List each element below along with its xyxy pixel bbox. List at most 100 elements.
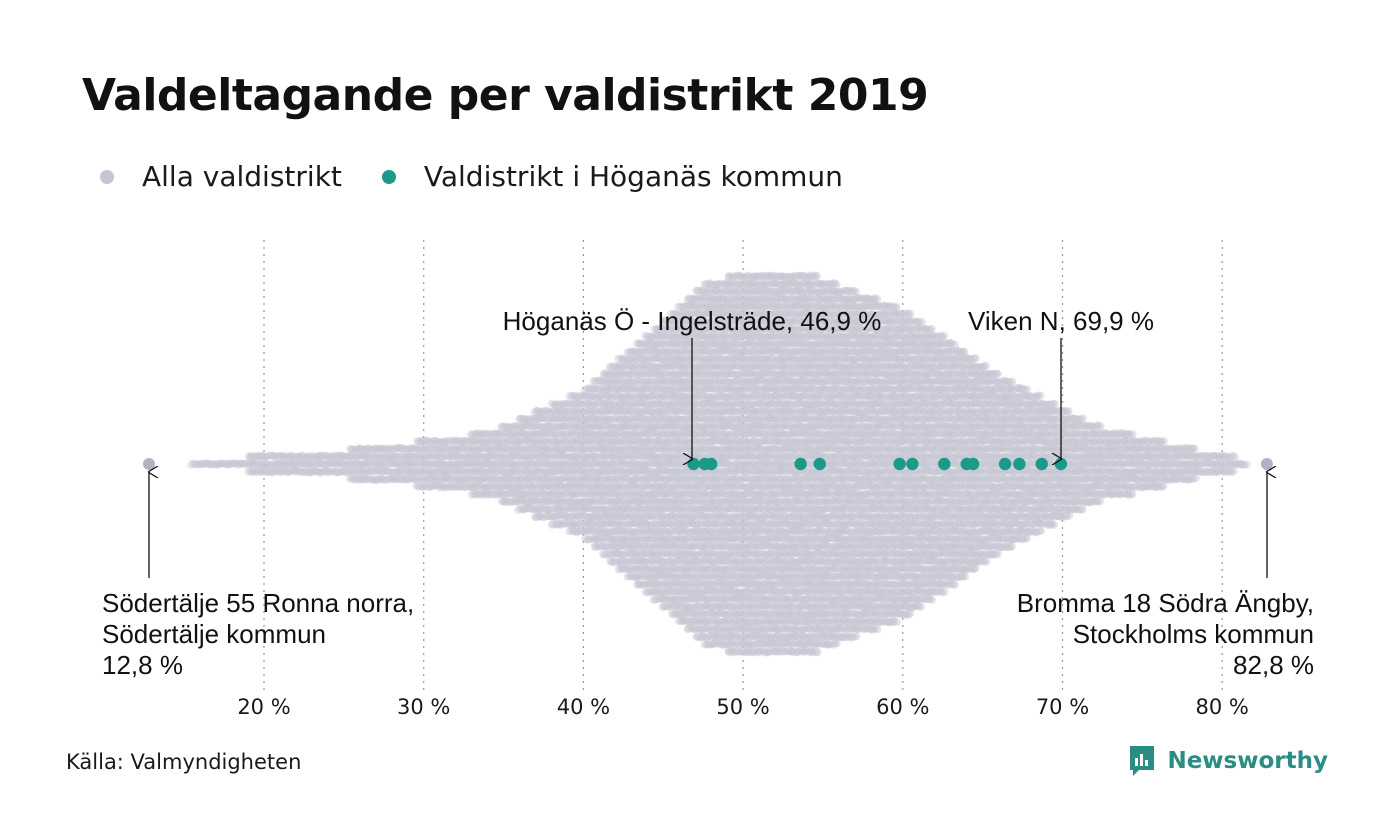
district-dot bbox=[230, 459, 239, 468]
district-dot bbox=[300, 460, 309, 469]
district-dot bbox=[192, 460, 200, 469]
district-dot bbox=[274, 453, 283, 462]
district-dot bbox=[277, 451, 286, 460]
district-dot bbox=[316, 452, 325, 461]
district-dot bbox=[298, 451, 307, 460]
district-dot bbox=[313, 467, 322, 476]
legend-label-highlight: Valdistrikt i Höganäs kommun bbox=[423, 160, 843, 193]
district-dot bbox=[305, 460, 314, 468]
district-dot bbox=[329, 467, 337, 476]
district-dot bbox=[307, 468, 316, 476]
district-dot bbox=[274, 466, 283, 475]
district-dot bbox=[350, 459, 359, 468]
district-dot bbox=[346, 459, 355, 468]
district-dot bbox=[340, 460, 349, 469]
district-dot bbox=[322, 460, 331, 469]
chart-title: Valdeltagande per valdistrikt 2019 bbox=[82, 70, 929, 121]
district-dot bbox=[269, 452, 278, 461]
district-dot bbox=[338, 452, 347, 461]
district-dot bbox=[213, 460, 222, 469]
district-dot bbox=[280, 452, 289, 461]
district-dot bbox=[324, 460, 333, 469]
district-dot bbox=[321, 451, 330, 460]
district-dot bbox=[326, 459, 335, 468]
district-dot bbox=[294, 453, 302, 462]
district-dot bbox=[291, 459, 300, 468]
district-dot bbox=[309, 466, 318, 475]
district-dot bbox=[272, 459, 281, 468]
district-dot bbox=[351, 453, 360, 462]
district-dot bbox=[334, 451, 343, 460]
district-dot bbox=[301, 468, 310, 477]
district-dot bbox=[280, 460, 289, 469]
district-dot bbox=[289, 452, 298, 461]
district-dot bbox=[256, 467, 265, 475]
district-dot bbox=[344, 452, 353, 461]
district-dot bbox=[244, 467, 253, 476]
district-dot bbox=[274, 460, 283, 469]
district-dot bbox=[311, 460, 320, 469]
district-dot bbox=[269, 467, 278, 476]
district-dot bbox=[313, 452, 322, 461]
district-dot bbox=[293, 460, 301, 469]
district-dot bbox=[289, 459, 298, 468]
district-dot bbox=[252, 451, 261, 460]
district-dot bbox=[329, 459, 338, 468]
district-dot bbox=[352, 459, 360, 468]
district-dot bbox=[304, 460, 313, 469]
district-dot bbox=[259, 453, 268, 462]
district-dot bbox=[346, 452, 355, 461]
district-dot bbox=[253, 460, 262, 469]
district-dot bbox=[333, 468, 342, 477]
district-dot bbox=[331, 467, 340, 476]
district-dot bbox=[304, 452, 313, 461]
district-dot bbox=[226, 460, 235, 468]
district-dot bbox=[314, 451, 323, 460]
district-dot bbox=[347, 460, 356, 469]
district-dot bbox=[234, 460, 243, 469]
district-dot bbox=[302, 467, 311, 476]
district-dot bbox=[246, 459, 255, 468]
district-dot bbox=[276, 460, 284, 469]
district-dot bbox=[307, 451, 316, 460]
district-dot bbox=[193, 460, 202, 469]
district-dot bbox=[288, 460, 297, 469]
district-dot bbox=[277, 459, 286, 468]
legend-item-highlight: Valdistrikt i Höganäs kommun bbox=[381, 160, 843, 193]
district-dot bbox=[261, 466, 270, 475]
district-dot bbox=[330, 452, 339, 461]
district-dot bbox=[244, 460, 253, 469]
district-dot bbox=[279, 459, 288, 468]
district-dot bbox=[291, 467, 300, 475]
district-dot bbox=[206, 460, 215, 469]
district-dot bbox=[314, 459, 323, 468]
district-dot bbox=[339, 459, 348, 468]
district-dot bbox=[294, 459, 303, 468]
district-dot bbox=[292, 453, 300, 461]
district-dot bbox=[255, 452, 264, 461]
district-dot bbox=[262, 460, 270, 469]
district-dot bbox=[338, 466, 347, 475]
district-dot bbox=[296, 467, 305, 476]
district-dot bbox=[302, 452, 311, 461]
district-dot bbox=[251, 467, 260, 476]
district-dot bbox=[325, 453, 334, 461]
district-dot bbox=[222, 460, 231, 469]
district-dot bbox=[260, 460, 269, 469]
district-dot bbox=[320, 460, 329, 469]
district-dot bbox=[347, 445, 356, 454]
district-dot bbox=[324, 467, 333, 476]
district-dot bbox=[353, 445, 362, 454]
district-dot bbox=[256, 452, 265, 460]
district-dot bbox=[283, 452, 292, 461]
district-dot bbox=[342, 460, 351, 469]
district-dot bbox=[187, 460, 196, 469]
district-dot bbox=[224, 459, 233, 468]
district-dot bbox=[335, 459, 344, 468]
district-dot bbox=[279, 466, 288, 475]
district-dot bbox=[302, 459, 311, 468]
district-dot bbox=[276, 468, 285, 477]
district-dot bbox=[295, 467, 303, 476]
district-dot bbox=[308, 459, 317, 468]
legend: Alla valdistrikt Valdistrikt i Höganäs k… bbox=[100, 160, 883, 193]
